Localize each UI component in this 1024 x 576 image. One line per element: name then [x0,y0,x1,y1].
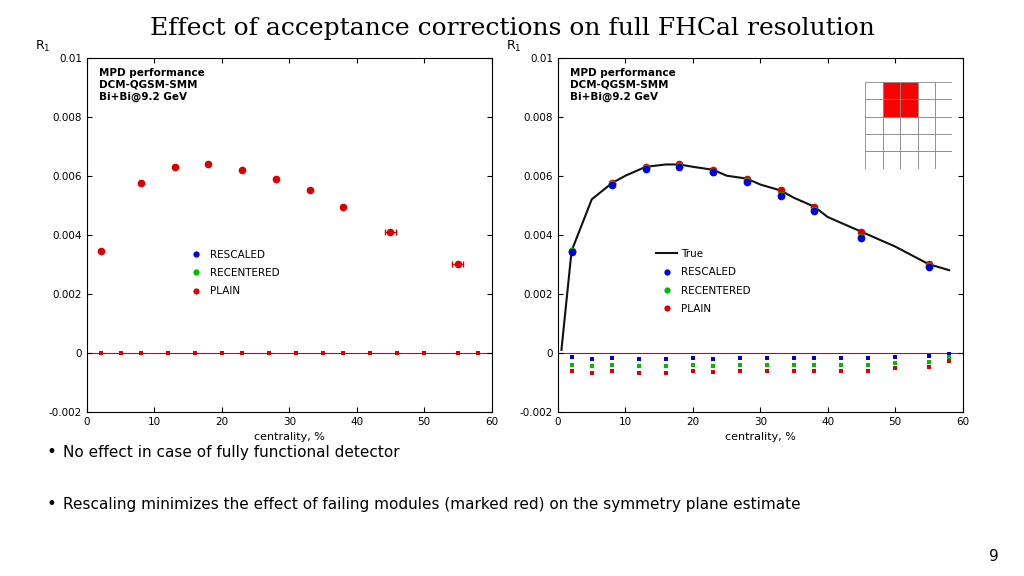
Bar [883,99,900,116]
Text: R$_1$: R$_1$ [35,39,50,54]
Bar [900,116,918,134]
Bar [865,82,883,99]
Bar [883,82,900,99]
Bar [900,82,918,99]
Bar [918,134,935,151]
Bar [900,151,918,169]
Text: •: • [46,495,56,513]
Bar [900,134,918,151]
Bar [935,82,952,99]
Bar [883,151,900,169]
X-axis label: centrality, %: centrality, % [254,432,325,442]
Bar [865,134,883,151]
Text: Effect of acceptance corrections on full FHCal resolution: Effect of acceptance corrections on full… [150,17,874,40]
Text: Rescaling minimizes the effect of failing modules (marked red) on the symmetry p: Rescaling minimizes the effect of failin… [63,497,801,511]
Text: 9: 9 [988,550,998,564]
Bar [883,134,900,151]
Bar [918,116,935,134]
Bar [865,151,883,169]
Text: MPD performance
DCM-QGSM-SMM
Bi+Bi@9.2 GeV: MPD performance DCM-QGSM-SMM Bi+Bi@9.2 G… [570,68,676,102]
Bar [865,99,883,116]
Bar [935,116,952,134]
Bar [900,99,918,116]
Text: No effect in case of fully functional detector: No effect in case of fully functional de… [63,445,400,460]
Text: R$_1$: R$_1$ [506,39,521,54]
Bar [935,134,952,151]
X-axis label: centrality, %: centrality, % [725,432,796,442]
Bar [865,116,883,134]
Bar [883,116,900,134]
Legend: True, RESCALED, RECENTERED, PLAIN: True, RESCALED, RECENTERED, PLAIN [652,245,756,318]
Text: •: • [46,443,56,461]
Bar [935,99,952,116]
Bar [918,151,935,169]
Bar [935,151,952,169]
Legend: RESCALED, RECENTERED, PLAIN: RESCALED, RECENTERED, PLAIN [181,245,285,300]
Text: MPD performance
DCM-QGSM-SMM
Bi+Bi@9.2 GeV: MPD performance DCM-QGSM-SMM Bi+Bi@9.2 G… [99,68,205,102]
Bar [918,99,935,116]
Bar [918,82,935,99]
